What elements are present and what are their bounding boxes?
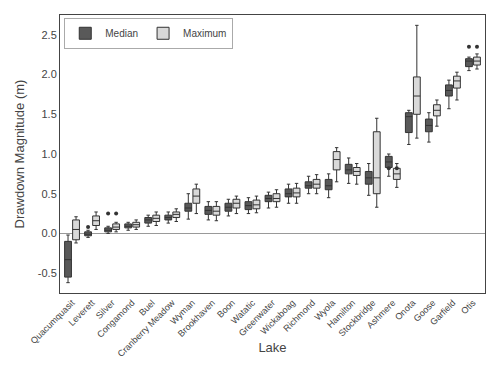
svg-text:Wyman: Wyman — [168, 298, 197, 327]
svg-text:Cranberry Meadow: Cranberry Meadow — [116, 297, 178, 359]
svg-text:Wyola: Wyola — [313, 298, 338, 323]
svg-text:Drawdown Magnitude (m): Drawdown Magnitude (m) — [12, 80, 27, 229]
svg-text:Wickaboag: Wickaboag — [259, 298, 298, 337]
svg-text:Richmond: Richmond — [281, 298, 317, 334]
svg-text:Watatic: Watatic — [229, 297, 257, 325]
svg-text:Boon: Boon — [215, 298, 237, 320]
svg-text:2.0: 2.0 — [42, 68, 57, 80]
svg-text:Congamond: Congamond — [95, 298, 137, 340]
svg-text:Leverett: Leverett — [67, 297, 97, 327]
svg-text:Brookhaven: Brookhaven — [176, 298, 217, 339]
svg-text:1.5: 1.5 — [42, 108, 57, 120]
svg-text:Garfield: Garfield — [428, 298, 457, 327]
svg-text:Maximum: Maximum — [183, 28, 226, 39]
svg-text:Onota: Onota — [393, 298, 417, 322]
svg-text:Quacumquasit: Quacumquasit — [29, 297, 77, 345]
svg-text:Median: Median — [105, 28, 138, 39]
svg-text:Otis: Otis — [459, 297, 478, 316]
svg-text:Goose: Goose — [412, 298, 438, 324]
svg-text:2.5: 2.5 — [42, 29, 57, 41]
svg-text:0.0: 0.0 — [42, 227, 57, 239]
svg-text:Buel: Buel — [137, 298, 157, 318]
svg-text:Stockbridge: Stockbridge — [337, 298, 378, 339]
svg-text:1.0: 1.0 — [42, 148, 57, 160]
svg-text:0.5: 0.5 — [42, 188, 57, 200]
svg-text:Ashmere: Ashmere — [365, 298, 398, 331]
svg-text:Silver: Silver — [94, 298, 117, 321]
svg-text:-0.5: -0.5 — [38, 267, 57, 279]
svg-text:Greenwater: Greenwater — [237, 298, 277, 338]
svg-text:Lake: Lake — [258, 340, 286, 355]
svg-text:Hamilton: Hamilton — [325, 298, 357, 330]
